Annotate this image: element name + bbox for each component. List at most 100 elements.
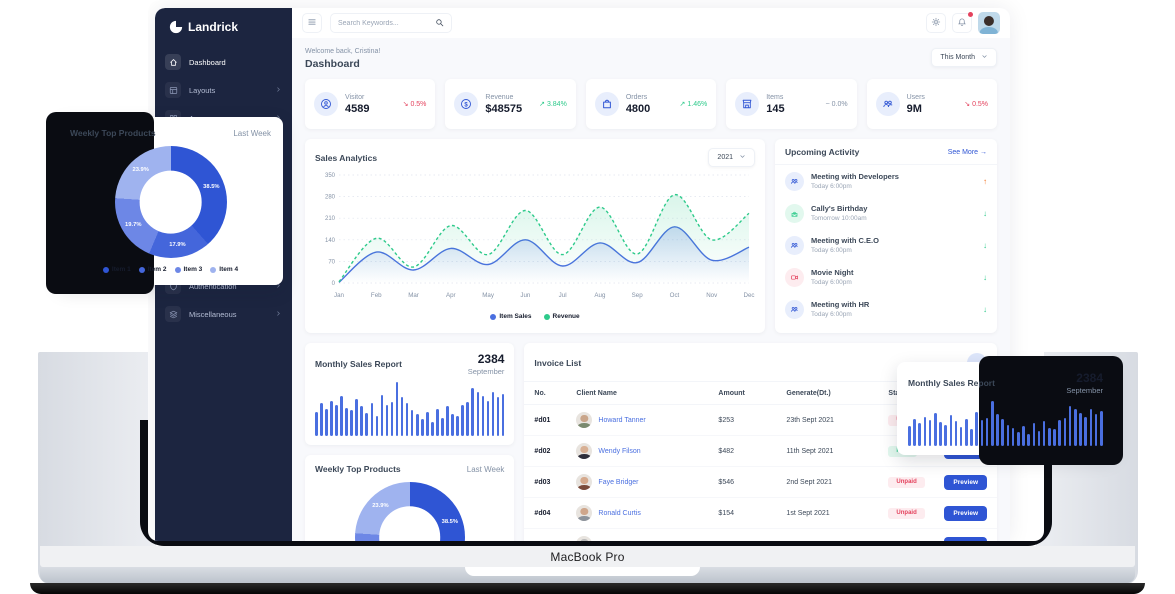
stat-delta: ~ 0.0% (825, 100, 848, 108)
menu-icon (307, 14, 317, 32)
sidebar-item-layouts[interactable]: Layouts (155, 76, 292, 104)
settings-button[interactable] (926, 13, 946, 33)
stat-value: 4589 (345, 102, 370, 115)
activity-item[interactable]: Meeting with HR Today 6:00pm ↓ (785, 293, 987, 325)
bar (1048, 428, 1051, 446)
legend-item-item-1: Item 1 (102, 266, 131, 273)
client-avatar (576, 474, 593, 490)
preview-button[interactable]: Preview (944, 474, 987, 490)
arrow-up-icon: ↑ (983, 176, 987, 186)
birthday-icon (785, 203, 804, 223)
invoice-row: #d03 Faye Bridger $546 2nd Sept 2021 Unpaid P… (524, 467, 997, 498)
see-more-link[interactable]: See More → (947, 148, 987, 156)
floating-weekly-top-products-card: Weekly Top Products Last Week 38.5% 17.9%… (46, 112, 283, 294)
bar (959, 427, 963, 446)
bar (1079, 412, 1082, 446)
period-select[interactable]: This Month (931, 48, 997, 67)
legend-dot (102, 266, 109, 273)
stat-card-revenue: $ Revenue $48575 ↗ 3.84% (445, 79, 576, 129)
legend-dot (543, 313, 550, 320)
activity-item[interactable]: Movie Night Today 6:00pm ↓ (785, 261, 987, 293)
bar (1042, 421, 1046, 446)
bar (1022, 426, 1025, 446)
bar (1053, 429, 1056, 446)
brand-logo[interactable]: Landrick (155, 8, 292, 44)
year-select[interactable]: 2021 (708, 148, 755, 167)
activity-item[interactable]: Cally's Birthday Tomorrow 10:00am ↓ (785, 197, 987, 229)
invoice-column-header: No. (534, 389, 546, 397)
bar (410, 410, 414, 436)
misc-icon (165, 306, 181, 322)
bar (1027, 434, 1030, 446)
client-name-link[interactable]: Wendy Filson (598, 447, 641, 455)
svg-text:280: 280 (325, 195, 336, 201)
sidebar-item-miscellaneous[interactable]: Miscellaneous (155, 300, 292, 328)
donut-segment-label: 17.9% (169, 242, 186, 249)
user-avatar[interactable] (978, 12, 1000, 34)
bar (985, 417, 989, 446)
monthly-sales-bar-chart (315, 382, 505, 436)
client-name-link[interactable]: Howard Tanner (598, 416, 646, 424)
bar (481, 396, 485, 436)
activity-item[interactable]: Meeting with Developers Today 6:00pm ↑ (785, 165, 987, 197)
laptop-chin: MacBook Pro (40, 546, 1135, 567)
bar (415, 414, 419, 436)
bar (420, 418, 424, 436)
activity-text: Movie Night Today 6:00pm (811, 268, 854, 286)
activity-text: Cally's Birthday Tomorrow 10:00am (811, 204, 867, 222)
stat-value: $48575 (485, 102, 523, 115)
invoice-client: Wendy Filson (576, 443, 718, 459)
svg-text:May: May (482, 292, 495, 299)
svg-text:$: $ (465, 102, 469, 108)
client-avatar (576, 443, 593, 459)
invoice-number: #d04 (534, 509, 551, 517)
weekly-top-products-period: Last Week (466, 464, 505, 474)
bar (431, 421, 434, 436)
stat-label: Users (906, 93, 925, 101)
bar (970, 429, 973, 446)
invoice-column-header: Client Name (576, 389, 617, 397)
bar (975, 411, 979, 446)
sidebar-item-dashboard[interactable]: Dashboard (155, 48, 292, 76)
bar (315, 412, 318, 436)
bar (1032, 423, 1036, 446)
sidebar-item-label: Layouts (189, 85, 216, 95)
preview-button[interactable]: Preview (944, 505, 987, 521)
search-input[interactable] (338, 19, 430, 27)
movie-icon (785, 267, 804, 287)
donut-segment-label: 19.7% (125, 221, 142, 228)
weekly-top-products-title: Weekly Top Products (315, 464, 401, 474)
invoice-amount: $253 (718, 416, 734, 424)
client-name-link[interactable]: Ronald Curtis (598, 509, 641, 517)
bar (939, 422, 942, 446)
laptop-bottom-edge (30, 583, 1145, 594)
client-avatar (576, 505, 593, 521)
stat-label: Orders (625, 93, 648, 101)
bar (491, 391, 495, 436)
bar (928, 419, 932, 446)
bar (446, 406, 449, 436)
legend-label: Item 2 (147, 266, 167, 273)
bar (1084, 416, 1087, 446)
invoice-status-cell: Unpaid (888, 476, 944, 488)
activity-text: Meeting with C.E.O Today 6:00pm (811, 236, 879, 254)
divider (775, 164, 997, 165)
svg-text:Nov: Nov (706, 292, 718, 299)
sidebar-item-label: Dashboard (189, 57, 226, 67)
invoice-list-title: Invoice List (534, 358, 582, 368)
client-name-link[interactable]: Faye Bridger (598, 478, 639, 486)
bar (400, 397, 404, 436)
bar (451, 414, 454, 436)
notifications-button[interactable] (952, 12, 973, 33)
stat-card-users: Users 9M ↘ 0.5% (866, 79, 998, 129)
menu-toggle-button[interactable] (302, 13, 322, 33)
activity-item[interactable]: Meeting with C.E.O Today 6:00pm ↓ (785, 229, 987, 261)
activity-time: Today 6:00pm (811, 311, 852, 318)
team-icon (785, 171, 804, 191)
svg-text:Dec: Dec (743, 292, 754, 299)
monthly-sales-bar-chart (908, 401, 1103, 446)
status-badge: Unpaid (888, 507, 925, 519)
preview-button[interactable]: Preview (944, 536, 987, 541)
invoice-date: 23th Sept 2021 (786, 416, 834, 424)
stat-text: Revenue $48575 (485, 94, 522, 115)
